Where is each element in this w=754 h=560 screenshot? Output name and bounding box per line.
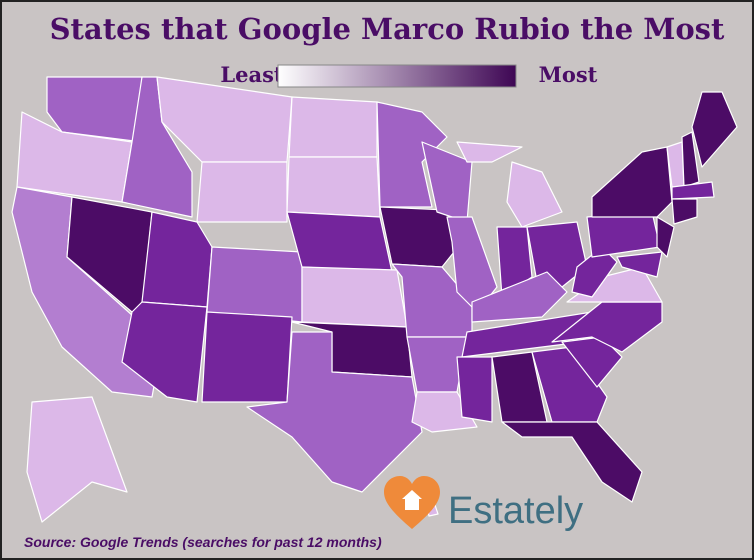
state-shape [561,336,623,388]
state-shape [286,211,393,273]
state-shape [141,211,213,308]
state-shape [201,311,293,403]
state-shape [286,156,381,218]
legend-low: Least [220,62,284,87]
state-shape [288,96,378,158]
legend-gradient [277,64,517,88]
state-shape [671,198,698,225]
source: Source: Google Trends (searches for past… [24,534,382,550]
state-shape [301,266,408,328]
state-shape [246,331,423,493]
title: States that Google Marco Rubio the Most [50,12,725,46]
state-shape [591,146,673,218]
state-shape [206,246,303,323]
state-shape [506,161,563,228]
state-shape [586,211,661,258]
state-shape [616,251,663,278]
state-shape [196,161,288,223]
state-shape [691,91,738,168]
state-shape [671,181,715,200]
state-shape [456,356,493,423]
state-shape [681,131,700,188]
state-shape [456,141,523,163]
state-shape [656,216,675,258]
state-shape [496,226,533,298]
states [11,76,738,523]
state-shape [531,346,608,423]
state-shape [471,271,568,323]
logo-icon [384,476,440,529]
state-shape [26,396,128,523]
legend-high: Most [539,62,598,87]
state-shape [379,206,463,268]
state-shape [501,421,643,503]
state-shape [46,76,143,143]
logo-text: Estately [448,490,583,532]
